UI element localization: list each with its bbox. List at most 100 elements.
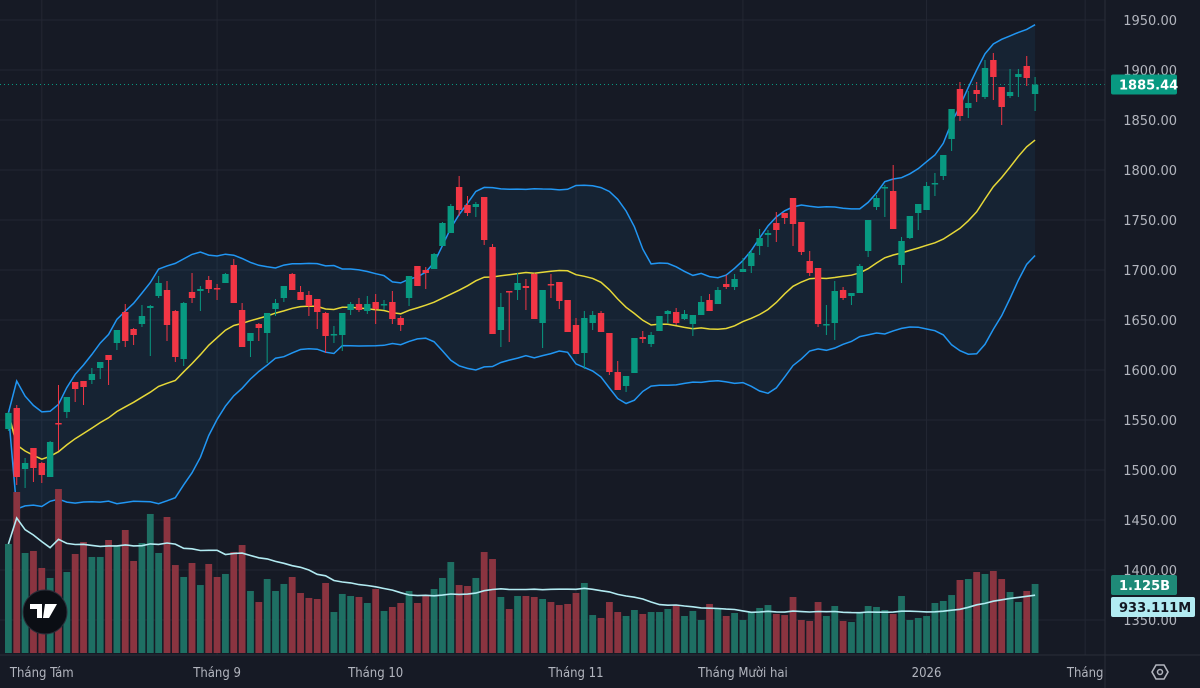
last-value-labels: 1885.44 1.125B 933.111M xyxy=(1111,74,1195,617)
candle-body xyxy=(998,87,1005,107)
volume-bar xyxy=(180,576,188,653)
volume-bar xyxy=(923,616,930,653)
volume-bar xyxy=(530,596,538,653)
candle-body xyxy=(881,187,889,189)
candle-body xyxy=(748,253,755,266)
candle-body xyxy=(364,304,371,311)
candle xyxy=(297,286,304,300)
candle xyxy=(998,87,1005,125)
volume-bar xyxy=(856,613,864,653)
candle-body xyxy=(789,198,797,224)
candle xyxy=(472,202,480,217)
candle-body xyxy=(781,213,788,218)
tradingview-logo[interactable] xyxy=(22,589,68,635)
volume-bar xyxy=(388,606,396,653)
candle xyxy=(1023,56,1030,86)
candles xyxy=(5,53,1039,488)
volume-bar xyxy=(430,589,438,653)
candle-body xyxy=(589,315,596,323)
candle xyxy=(222,273,229,283)
candle xyxy=(856,264,863,293)
settings-button[interactable] xyxy=(1151,664,1169,680)
candle xyxy=(439,222,446,246)
volume-bar xyxy=(555,605,563,653)
candle xyxy=(522,279,530,310)
candle xyxy=(55,385,62,451)
volume-bar xyxy=(80,542,87,653)
volume-bar xyxy=(222,573,229,653)
volume-bar xyxy=(96,556,104,653)
candle xyxy=(990,53,997,100)
candle-body xyxy=(698,302,705,315)
candle-body xyxy=(973,90,980,94)
candle-body xyxy=(547,284,555,286)
candle-body xyxy=(238,310,246,347)
candle-body xyxy=(647,335,655,344)
price-tick-label: 1600.00 xyxy=(1123,364,1177,379)
candle-body xyxy=(322,313,329,336)
candle-body xyxy=(731,279,738,287)
candle xyxy=(698,296,705,315)
tradingview-logo-icon xyxy=(30,604,57,618)
volume-ma-label-bg xyxy=(1111,597,1195,617)
volume-bar xyxy=(489,559,496,653)
candle-body xyxy=(71,382,79,389)
volume-bar xyxy=(347,596,355,653)
candle-body xyxy=(447,206,454,233)
volume-bar xyxy=(973,572,981,653)
candle-body xyxy=(38,463,45,475)
candle xyxy=(46,441,54,477)
volume-bar xyxy=(956,579,964,653)
candle xyxy=(447,204,454,233)
candle-body xyxy=(940,155,947,176)
candle-body xyxy=(681,314,688,319)
candle-body xyxy=(564,300,571,332)
candle xyxy=(422,267,429,289)
volume-bar xyxy=(839,620,847,653)
candle xyxy=(898,237,905,283)
volume-bar xyxy=(848,622,855,653)
candle xyxy=(138,305,146,327)
candle-body xyxy=(514,283,521,290)
candle-body xyxy=(889,191,897,229)
candle xyxy=(514,273,521,300)
volume-bar xyxy=(213,576,221,653)
bollinger-upper-line xyxy=(7,24,1036,414)
volume-bar xyxy=(338,593,346,653)
candle xyxy=(389,291,396,324)
candle-body xyxy=(631,338,638,373)
candle xyxy=(881,185,889,217)
candle xyxy=(1006,69,1014,98)
volume-bar xyxy=(380,610,388,653)
volume-bar xyxy=(889,613,897,653)
volume-bar xyxy=(864,606,872,653)
candle xyxy=(589,311,596,330)
candle-body xyxy=(489,247,496,334)
price-tick-label: 1500.00 xyxy=(1123,464,1177,479)
candle xyxy=(322,312,329,353)
candle xyxy=(789,198,797,246)
candle-body xyxy=(1023,66,1030,78)
volume-bar xyxy=(297,593,304,653)
candle xyxy=(664,310,672,323)
volume-ma-label: 933.111M xyxy=(1119,601,1191,616)
candle xyxy=(339,313,346,351)
candle xyxy=(506,291,513,342)
volume-bar xyxy=(614,612,622,653)
candle-body xyxy=(839,290,847,298)
candle xyxy=(723,275,730,289)
price-tick-label: 1700.00 xyxy=(1123,264,1177,279)
volume-bar xyxy=(322,583,329,653)
candle-body xyxy=(898,241,905,265)
candle xyxy=(781,213,788,224)
candle xyxy=(263,313,271,363)
price-axis[interactable]: 1950.001900.001850.001800.001750.001700.… xyxy=(1123,14,1177,629)
time-axis[interactable]: Tháng Tám Tháng 9 Tháng 10 Tháng 11 Tháng Mư… xyxy=(9,666,1104,681)
candle xyxy=(405,276,413,306)
price-tick-label: 1450.00 xyxy=(1123,514,1177,529)
volume-bar xyxy=(873,606,880,653)
candle xyxy=(255,323,263,341)
volume-bar xyxy=(797,619,805,653)
candle xyxy=(864,220,872,257)
